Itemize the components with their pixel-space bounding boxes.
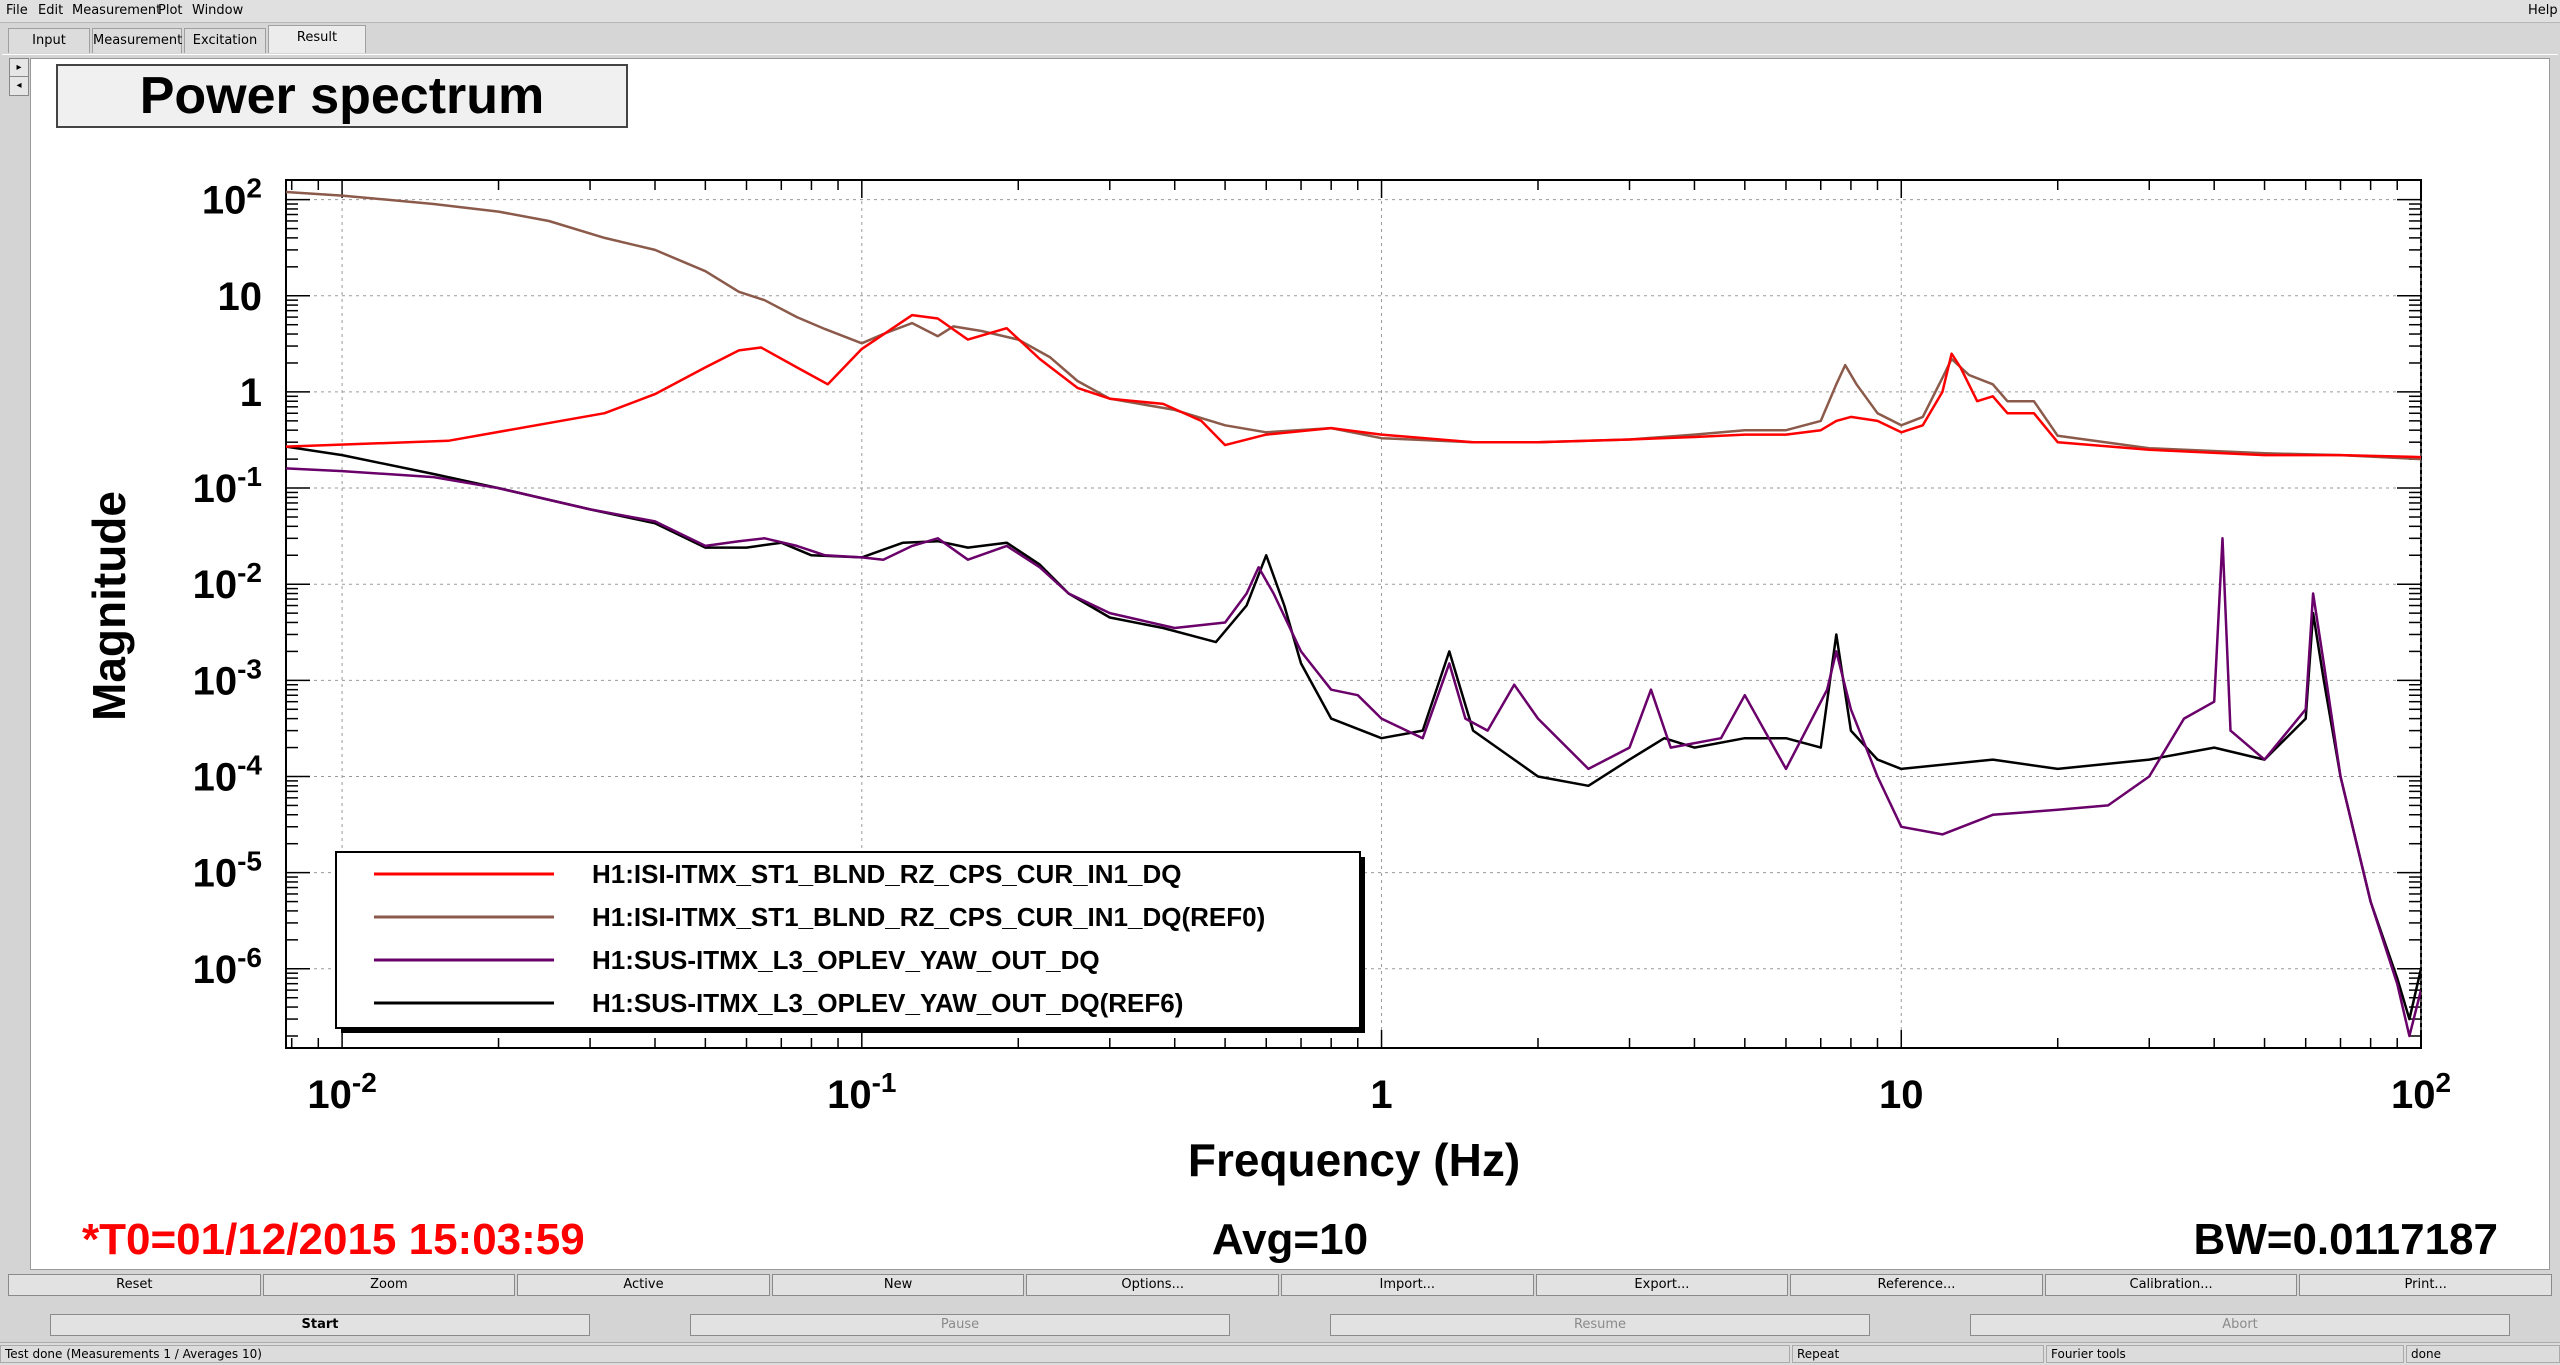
averages-label: Avg=10 <box>1211 1215 1369 1264</box>
menu-bar: File Edit Measurement Plot Window Help <box>0 0 2560 23</box>
menu-edit[interactable]: Edit <box>38 3 64 18</box>
x-tick-label: 10 <box>1879 1073 1924 1117</box>
tab-bar: Input Measurement Excitation Result <box>0 24 2560 54</box>
y-tick-label: 10-6 <box>193 942 262 992</box>
series-line-1 <box>286 313 2421 459</box>
menu-plot[interactable]: Plot <box>158 3 183 18</box>
bandwidth-label: BW=0.0117187 <box>2193 1215 2498 1264</box>
resume-button[interactable]: Resume <box>1330 1314 1870 1336</box>
y-axis-title: Magnitude <box>83 491 135 721</box>
legend-label-2: H1:ISI-ITMX_ST1_BLND_RZ_CPS_CUR_IN1_DQ(R… <box>592 902 1265 932</box>
tab-input[interactable]: Input <box>8 28 90 53</box>
series-line-4 <box>286 445 2421 1021</box>
calibration-button[interactable]: Calibration... <box>2044 1274 2298 1296</box>
zoom-button[interactable]: Zoom <box>262 1274 516 1296</box>
tab-result[interactable]: Result <box>268 25 366 53</box>
y-tick-label: 102 <box>202 173 262 223</box>
series-line-3 <box>286 467 2421 1038</box>
status-message: Test done (Measurements 1 / Averages 10) <box>0 1345 1790 1363</box>
new-button[interactable]: New <box>771 1274 1025 1296</box>
x-axis-title: Frequency (Hz) <box>1187 1134 1521 1186</box>
active-button[interactable]: Active <box>517 1274 770 1296</box>
print-button[interactable]: Print... <box>2299 1274 2552 1296</box>
status-tools: Fourier tools <box>2046 1345 2404 1363</box>
menu-file[interactable]: File <box>6 3 28 18</box>
status-bar: Test done (Measurements 1 / Averages 10)… <box>0 1342 2560 1365</box>
x-tick-label: 102 <box>2391 1067 2451 1117</box>
x-tick-label: 10-1 <box>827 1067 896 1117</box>
y-tick-label: 10-2 <box>193 557 262 607</box>
y-tick-label: 10-3 <box>193 653 262 703</box>
status-state: done <box>2406 1345 2560 1363</box>
x-tick-label: 1 <box>1370 1073 1392 1117</box>
start-time-label: *T0=01/12/2015 15:03:59 <box>82 1215 585 1264</box>
legend <box>335 851 1361 1029</box>
start-button[interactable]: Start <box>50 1314 590 1336</box>
x-tick-label: 10-2 <box>307 1067 376 1117</box>
y-tick-label: 10-4 <box>193 749 263 799</box>
y-tick-label: 10-1 <box>193 461 262 511</box>
pause-button[interactable]: Pause <box>690 1314 1230 1336</box>
status-repeat: Repeat <box>1792 1345 2044 1363</box>
tab-excitation[interactable]: Excitation <box>184 28 266 53</box>
menu-window[interactable]: Window <box>192 3 244 18</box>
y-tick-label: 1 <box>240 371 262 415</box>
y-tick-label: 10-5 <box>193 846 262 896</box>
collapse-arrow-icon[interactable]: ◂ <box>9 76 29 96</box>
legend-label-1: H1:ISI-ITMX_ST1_BLND_RZ_CPS_CUR_IN1_DQ <box>592 859 1181 889</box>
run-controls-row: Start Pause Resume Abort <box>8 1314 2554 1338</box>
options-button[interactable]: Options... <box>1026 1274 1279 1296</box>
menu-help[interactable]: Help <box>2528 3 2558 18</box>
export-button[interactable]: Export... <box>1535 1274 1789 1296</box>
reference-button[interactable]: Reference... <box>1790 1274 2043 1296</box>
legend-label-3: H1:SUS-ITMX_L3_OPLEV_YAW_OUT_DQ <box>592 945 1100 975</box>
y-tick-label: 10 <box>218 275 263 319</box>
abort-button[interactable]: Abort <box>1970 1314 2510 1336</box>
menu-measurement[interactable]: Measurement <box>72 3 162 18</box>
tab-measurement[interactable]: Measurement <box>92 28 182 53</box>
import-button[interactable]: Import... <box>1281 1274 1534 1296</box>
reset-button[interactable]: Reset <box>8 1274 261 1296</box>
legend-label-4: H1:SUS-ITMX_L3_OPLEV_YAW_OUT_DQ(REF6) <box>592 988 1183 1018</box>
plot-title: Power spectrum <box>56 64 628 128</box>
plot-controls-row: Reset Zoom Active New Options... Import... Exp… <box>8 1274 2554 1298</box>
